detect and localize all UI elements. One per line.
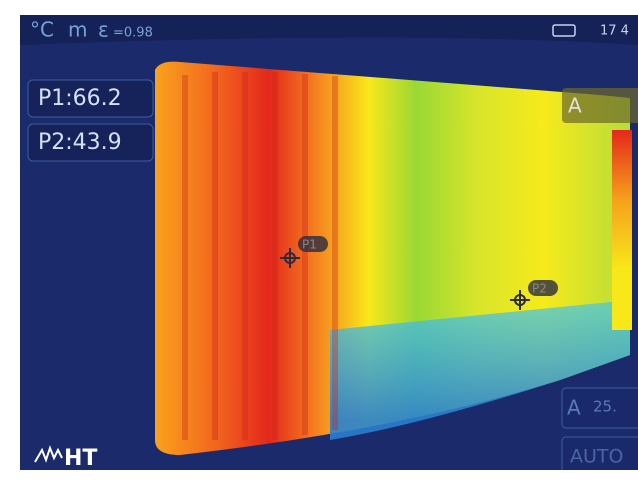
color-scale [612,130,632,330]
scale-min-mode: A [567,396,581,420]
measurement-label: P1:66.2 [38,86,122,111]
measurement-box [27,79,154,118]
marker-label: P1 [302,238,317,252]
marker-label: P2 [532,282,547,296]
battery [552,24,576,37]
scale-max-box [562,88,638,123]
range-mode-box[interactable] [561,436,638,475]
scale-min-value: 25. [593,398,617,416]
marker-p2 [510,290,530,310]
radiator-columns [182,72,338,440]
marker-tag [528,280,558,296]
measurement-box [27,123,154,162]
scale-max-mode: A [568,94,582,118]
emissivity: =0.98 [113,26,153,41]
measurement-label: P2:43.9 [38,130,122,155]
emissivity-symbol: ε [98,18,109,42]
unit: °C [30,18,54,42]
marker-p1 [280,248,300,268]
scale-min-box [561,387,638,429]
logo: HT [64,446,97,471]
clock: 17 4 [600,24,629,39]
logo-wave [34,445,63,463]
status-bar [20,15,638,45]
radiator-cool [330,300,630,440]
mode: m [68,18,87,42]
marker-tag [298,236,328,252]
range-mode[interactable]: AUTO [570,446,623,468]
